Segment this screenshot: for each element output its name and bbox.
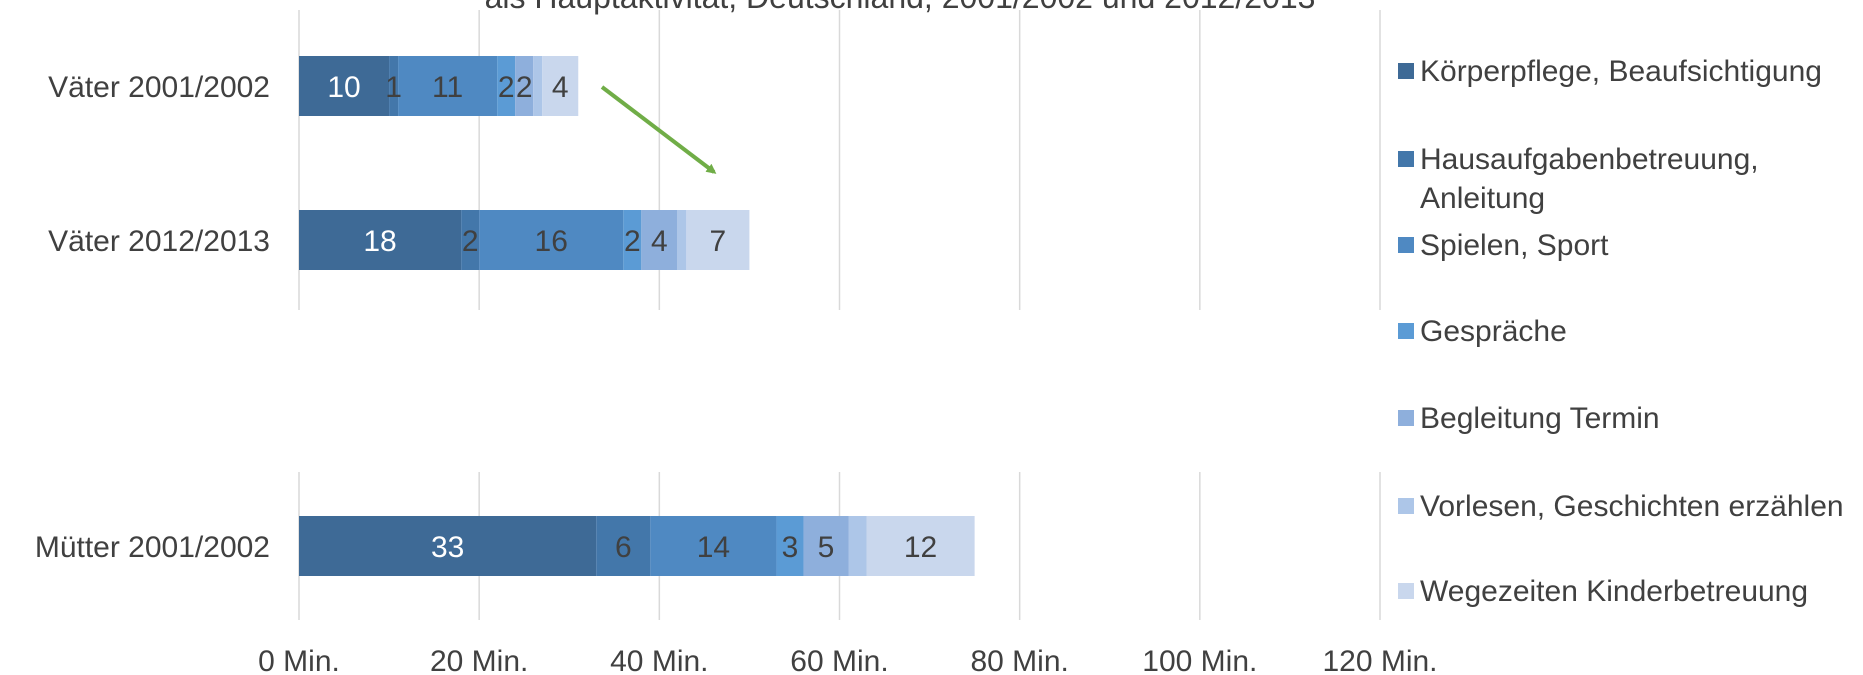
bar-segment: [299, 516, 597, 576]
legend-item: Vorlesen, Geschichten erzählen: [1398, 487, 1860, 526]
x-tick-label: 0 Min.: [258, 645, 340, 675]
category-label: Väter 2001/2002: [48, 71, 270, 104]
legend: Körperpflege, Beaufsichtigung Hausaufgabe…: [1398, 0, 1858, 620]
bar-segment: [389, 56, 399, 116]
legend-swatch: [1398, 237, 1414, 253]
x-tick-label: 20 Min.: [430, 645, 528, 675]
bar-segment: [398, 56, 498, 116]
bar-segment: [497, 56, 516, 116]
data-label: 10: [327, 71, 360, 104]
bar-segment: [848, 516, 867, 576]
legend-swatch: [1398, 151, 1414, 167]
bar-segment: [650, 516, 777, 576]
data-label: 7: [710, 225, 727, 258]
bar-segment: [776, 516, 804, 576]
legend-item: Spielen, Sport: [1398, 226, 1860, 265]
data-label: 6: [615, 531, 632, 564]
category-labels: Väter 2001/2002 Väter 2012/2013 Mütter 200…: [35, 71, 270, 564]
legend-item: Hausaufgabenbetreuung, Anleitung: [1398, 140, 1860, 218]
legend-label: Begleitung Termin: [1420, 402, 1660, 435]
legend-item: Körperpflege, Beaufsichtigung: [1398, 52, 1860, 91]
data-label: 4: [552, 71, 569, 104]
legend-swatch: [1398, 63, 1414, 79]
bar-segment: [803, 516, 849, 576]
trend-arrow: [600, 85, 717, 174]
legend-swatch: [1398, 498, 1414, 514]
legend-swatch: [1398, 583, 1414, 599]
legend-label: Spielen, Sport: [1420, 229, 1609, 262]
data-label: 2: [624, 225, 641, 258]
x-tick-label: 100 Min.: [1142, 645, 1257, 675]
bar-segment: [623, 210, 642, 270]
data-label: 4: [651, 225, 668, 258]
data-label: 16: [535, 225, 568, 258]
data-label: 1: [385, 71, 402, 104]
bar-segment: [299, 210, 462, 270]
bar-segment: [542, 56, 579, 116]
legend-item: Wegezeiten Kinderbetreuung: [1398, 572, 1860, 611]
data-label: 12: [904, 531, 937, 564]
bar-segment: [677, 210, 687, 270]
data-label: 33: [431, 531, 464, 564]
x-tick-label: 40 Min.: [610, 645, 708, 675]
legend-label: Wegezeiten Kinderbetreuung: [1420, 575, 1809, 608]
legend-label: Hausaufgabenbetreuung, Anleitung: [1420, 143, 1759, 215]
data-labels: 10 1 11 2 2 418 2 16 2 4 733 6 14 3 5 12: [327, 71, 937, 564]
legend-item: Gespräche: [1398, 312, 1860, 351]
category-label: Mütter 2001/2002: [35, 531, 270, 564]
data-label: 2: [498, 71, 515, 104]
data-label: 11: [432, 71, 463, 104]
x-tick-label: 80 Min.: [970, 645, 1068, 675]
bar-segment: [596, 516, 651, 576]
bar-segment: [515, 56, 534, 116]
x-tick-label: 60 Min.: [790, 645, 888, 675]
legend-label: Gespräche: [1420, 315, 1567, 348]
bar-segment: [686, 210, 750, 270]
data-label: 2: [516, 71, 533, 104]
legend-label: Körperpflege, Beaufsichtigung: [1420, 55, 1822, 88]
data-label: 5: [818, 531, 835, 564]
bar-segment: [533, 56, 543, 116]
chart-title: als Hauptaktivität, Deutschland, 2001/20…: [485, 0, 1316, 15]
legend-swatch: [1398, 323, 1414, 339]
bar-segment: [461, 210, 480, 270]
bar-segment: [299, 56, 390, 116]
data-label: 14: [697, 531, 730, 564]
data-label: 18: [363, 225, 396, 258]
category-label: Väter 2012/2013: [48, 225, 270, 258]
legend-item: Begleitung Termin: [1398, 399, 1860, 438]
bar-segment: [641, 210, 678, 270]
bar-segment: [866, 516, 975, 576]
data-label: 2: [462, 225, 479, 258]
x-tick-label: 120 Min.: [1322, 645, 1437, 675]
bar-segment: [479, 210, 624, 270]
bars: [299, 56, 975, 576]
legend-swatch: [1398, 410, 1414, 426]
legend-label: Vorlesen, Geschichten erzählen: [1420, 490, 1844, 523]
x-tick-labels: 0 Min. 20 Min. 40 Min. 60 Min. 80 Min. 100 Mi…: [258, 645, 1437, 675]
data-label: 3: [782, 531, 799, 564]
